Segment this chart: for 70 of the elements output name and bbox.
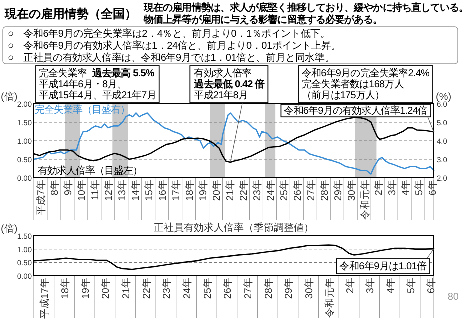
x-tick-label: 28年: [262, 278, 275, 300]
text: ○ 令和6年9月の有効求人倍率は1．24倍と、前月より0．01ポイント上昇。: [8, 40, 341, 52]
x-tick-label: 4年: [400, 180, 412, 196]
text: 80: [448, 292, 460, 303]
x-tick-label: 16年: [157, 180, 170, 202]
series-label: 完全失業率（目盛右）: [35, 104, 130, 116]
x-tick-label: 平成7年: [36, 180, 48, 216]
x-tick-label: 6年: [426, 278, 438, 294]
x-tick-label: 22年: [238, 180, 250, 202]
x-tick-label: 18年: [60, 278, 72, 300]
x-tick-label: 10年: [76, 180, 88, 202]
callout: 令和6年9月の完全失業率2.4% 完全失業者数は168万人 （前月は175万人）: [298, 66, 434, 104]
x-tick-label: 14年: [130, 180, 142, 202]
text: 物価上昇等が雇用に与える影響に留意する必要がある。: [143, 14, 383, 26]
x-tick-label: 6年: [426, 180, 439, 196]
x-tick-label: 19年: [80, 278, 92, 300]
y-axis-title: (倍): [1, 91, 18, 103]
x-tick-label: 令和元年: [324, 278, 336, 318]
x-tick-label: 18年: [184, 180, 196, 202]
x-tick-label: 22年: [140, 278, 153, 300]
x-tick-label: 27年: [242, 278, 255, 300]
x-tick-label: 24年: [182, 278, 194, 300]
callout: 有効求人倍率 過去最低 0.42 倍 平成21年8月: [190, 66, 269, 104]
series-label: 有効求人倍率（目盛左）: [38, 165, 142, 177]
text: ○ 正社員の有効求人倍率は、令和6年9月では1．01倍と、前月と同水準。: [8, 52, 335, 64]
chart-title: 正社員有効求人倍率（季節調整値）: [154, 222, 314, 234]
x-tick-label: 20年: [211, 180, 224, 202]
x-tick-label: 2年: [344, 278, 356, 294]
x-tick-label: 28年: [318, 180, 331, 202]
x-tick-label: 29年: [283, 278, 296, 300]
x-tick-label: 19年: [198, 180, 210, 202]
x-tick-label: 3年: [386, 180, 398, 196]
x-tick-label: 25年: [278, 180, 290, 202]
annotation: 過去最低 0.42 倍: [193, 78, 266, 90]
x-tick-label: 9年: [62, 180, 75, 196]
callout: 令和6年9月は1.01倍: [336, 258, 430, 274]
callout: 令和6年9月の有効求人倍率1.24倍: [280, 104, 432, 118]
x-tick-label: 13年: [116, 180, 129, 202]
x-tick-label: 27年: [305, 180, 318, 202]
x-tick-label: 11年: [90, 180, 102, 200]
chart-subtitle: 現在の雇用情勢は、求人が底堅く推移しており、緩やかに持ち直している。: [143, 2, 462, 14]
x-tick-label: 17年: [170, 180, 183, 202]
x-tick-label: 23年: [161, 278, 174, 300]
x-tick-label: 20年: [100, 278, 112, 300]
x-tick-label: 5年: [405, 278, 418, 294]
y2-axis-title: (%): [436, 92, 452, 103]
x-tick-label: 4年: [384, 278, 397, 294]
x-tick-label: 21年: [224, 180, 237, 202]
x-tick-label: 30年: [304, 278, 316, 300]
x-tick-label: 30年: [346, 180, 358, 202]
x-tick-label: 平成17年: [39, 278, 52, 320]
x-tick-label: 29年: [332, 180, 344, 202]
x-tick-label: 8年: [49, 180, 62, 196]
x-tick-label: 25年: [202, 278, 214, 300]
x-tick-label: 2年: [372, 180, 385, 196]
y-axis-title: (倍): [1, 223, 18, 235]
x-tick-label: 26年: [222, 278, 234, 300]
x-tick-label: 12年: [103, 180, 116, 202]
text: ○ 令和6年9月の完全失業率は2．4％と、前月より0．1％ポイント低下。: [8, 28, 330, 40]
x-tick-label: 26年: [292, 180, 304, 202]
x-tick-label: 21年: [120, 278, 133, 300]
chart-title: 現在の雇用情勢（全国）: [4, 7, 137, 21]
x-tick-label: 24年: [264, 180, 277, 202]
annotation: 令和6年9月は1.01倍: [340, 260, 427, 272]
x-tick-label: 3年: [364, 278, 377, 294]
x-tick-label: 5年: [413, 180, 426, 196]
callout: 完全失業率 過去最高 5.5% 平成14年6月・8月、 平成15年4月、平成21年7月: [36, 66, 160, 104]
x-tick-label: 令和元年: [359, 180, 372, 220]
x-tick-label: 15年: [144, 180, 156, 202]
x-tick-label: 23年: [251, 180, 264, 202]
